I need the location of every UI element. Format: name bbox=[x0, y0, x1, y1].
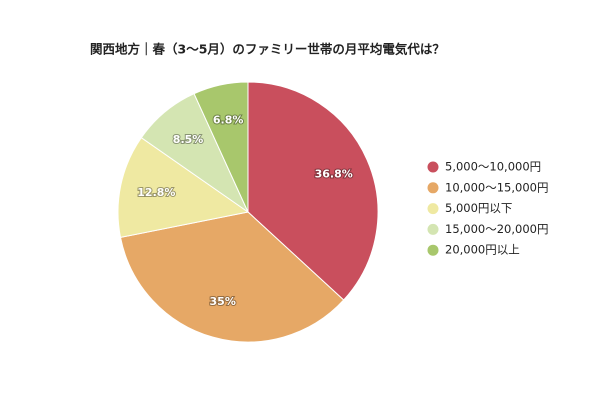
legend-marker bbox=[427, 161, 439, 173]
legend-marker bbox=[427, 182, 439, 194]
chart-title: 関西地方｜春（3～5月）のファミリー世帯の月平均電気代は？ bbox=[90, 42, 445, 57]
legend-label: 20,000円以上 bbox=[445, 243, 520, 257]
legend-label: 5,000～10,000円 bbox=[445, 160, 541, 174]
value-label: 35% bbox=[210, 295, 236, 308]
legend-marker bbox=[427, 203, 439, 215]
pie-slice bbox=[247, 81, 379, 301]
pie-slice bbox=[193, 81, 249, 213]
pie-slice bbox=[117, 136, 250, 238]
value-label: 12.8% bbox=[137, 186, 175, 199]
legend-label: 15,000～20,000円 bbox=[445, 222, 548, 236]
value-label: 6.8% bbox=[213, 114, 244, 127]
legend-label: 10,000～15,000円 bbox=[445, 180, 548, 194]
legend-marker bbox=[427, 244, 439, 256]
pie-slice bbox=[119, 211, 345, 343]
value-label: 8.5% bbox=[173, 133, 204, 146]
legend-marker bbox=[427, 223, 439, 235]
legend-label: 5,000円以下 bbox=[445, 201, 512, 215]
value-label: 36.8% bbox=[315, 167, 353, 180]
